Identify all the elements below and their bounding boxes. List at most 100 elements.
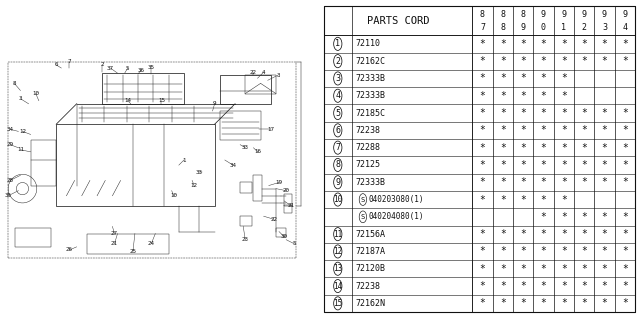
Text: 72125: 72125 <box>356 160 381 170</box>
Text: 33: 33 <box>196 170 203 175</box>
Text: 35: 35 <box>148 65 155 69</box>
Text: *: * <box>520 160 526 170</box>
Text: 5: 5 <box>335 108 340 117</box>
Text: *: * <box>561 195 567 204</box>
Text: 33: 33 <box>242 145 249 150</box>
Text: S: S <box>361 214 365 220</box>
Text: *: * <box>622 108 628 118</box>
Text: *: * <box>520 281 526 291</box>
Bar <box>324 6 635 35</box>
Text: 22: 22 <box>270 217 277 222</box>
Text: *: * <box>561 298 567 308</box>
Text: *: * <box>622 246 628 256</box>
Text: 8: 8 <box>500 23 506 32</box>
Text: *: * <box>500 246 506 256</box>
Bar <box>245 75 276 93</box>
Text: *: * <box>622 125 628 135</box>
Text: *: * <box>622 143 628 153</box>
Text: *: * <box>581 229 587 239</box>
Text: *: * <box>520 143 526 153</box>
Text: *: * <box>479 229 485 239</box>
Text: *: * <box>520 264 526 274</box>
Text: 72238: 72238 <box>356 282 381 291</box>
Text: *: * <box>602 212 607 222</box>
Text: 72288: 72288 <box>356 143 381 152</box>
Text: *: * <box>581 246 587 256</box>
Bar <box>240 182 252 193</box>
Text: *: * <box>541 195 547 204</box>
Text: *: * <box>520 195 526 204</box>
Text: 27: 27 <box>111 231 118 236</box>
Text: 28: 28 <box>6 178 13 183</box>
Text: *: * <box>581 108 587 118</box>
Text: *: * <box>541 160 547 170</box>
Text: *: * <box>541 229 547 239</box>
Text: 10: 10 <box>32 91 39 96</box>
Text: *: * <box>479 56 485 66</box>
Text: *: * <box>561 160 567 170</box>
Text: 22: 22 <box>250 70 257 75</box>
Text: *: * <box>602 298 607 308</box>
Text: 72156A: 72156A <box>356 230 386 239</box>
Text: 34: 34 <box>230 163 237 168</box>
Bar <box>284 205 292 213</box>
Text: 72333B: 72333B <box>356 74 386 83</box>
Text: *: * <box>500 143 506 153</box>
Text: 37: 37 <box>107 66 114 70</box>
Text: *: * <box>622 56 628 66</box>
Text: 8: 8 <box>13 81 16 86</box>
Bar <box>220 75 271 104</box>
Text: *: * <box>581 264 587 274</box>
Text: *: * <box>561 143 567 153</box>
Text: 8: 8 <box>521 10 525 19</box>
Bar <box>31 140 56 186</box>
Text: *: * <box>520 177 526 187</box>
Text: 29: 29 <box>6 142 13 147</box>
Text: *: * <box>479 143 485 153</box>
Text: *: * <box>561 246 567 256</box>
Text: *: * <box>581 39 587 49</box>
Text: 36: 36 <box>138 68 145 73</box>
Text: 10: 10 <box>333 195 342 204</box>
Text: 15: 15 <box>158 98 165 103</box>
Text: 3: 3 <box>276 73 280 78</box>
Text: 9: 9 <box>622 10 627 19</box>
Text: *: * <box>520 39 526 49</box>
Text: 8: 8 <box>335 160 340 170</box>
Text: 1: 1 <box>335 39 340 48</box>
Text: *: * <box>581 281 587 291</box>
Text: 20: 20 <box>283 188 290 193</box>
Text: *: * <box>541 39 547 49</box>
Bar <box>220 111 260 140</box>
Text: 13: 13 <box>333 264 342 273</box>
Text: *: * <box>500 125 506 135</box>
Text: 4: 4 <box>622 23 627 32</box>
Text: 72110: 72110 <box>356 39 381 48</box>
Text: *: * <box>541 143 547 153</box>
Bar <box>253 175 262 201</box>
Text: 4: 4 <box>262 70 266 75</box>
Text: 72238: 72238 <box>356 126 381 135</box>
Text: PARTS CORD: PARTS CORD <box>367 16 429 26</box>
Text: 15: 15 <box>333 299 342 308</box>
Text: *: * <box>602 229 607 239</box>
Text: *: * <box>561 108 567 118</box>
Text: *: * <box>581 125 587 135</box>
Text: 12: 12 <box>19 129 26 134</box>
Text: 1: 1 <box>182 157 186 163</box>
Text: *: * <box>561 264 567 274</box>
Text: *: * <box>622 212 628 222</box>
Text: 19: 19 <box>275 180 282 185</box>
Text: 72187A: 72187A <box>356 247 386 256</box>
Text: *: * <box>500 264 506 274</box>
Text: *: * <box>602 39 607 49</box>
Text: *: * <box>622 264 628 274</box>
Text: *: * <box>520 91 526 101</box>
Text: *: * <box>602 177 607 187</box>
Text: 9: 9 <box>521 23 525 32</box>
Text: *: * <box>541 298 547 308</box>
Text: *: * <box>602 246 607 256</box>
Text: *: * <box>581 298 587 308</box>
Text: 5: 5 <box>126 66 129 70</box>
Text: 23: 23 <box>242 237 249 242</box>
